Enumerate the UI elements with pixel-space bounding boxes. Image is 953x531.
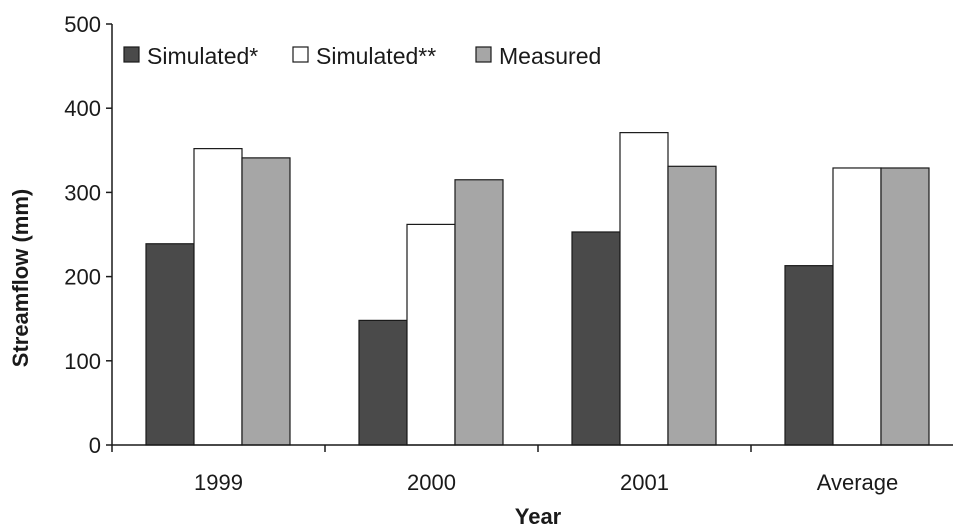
bar-2-2001 [619, 132, 669, 446]
y-tick-label: 100 [64, 349, 101, 374]
legend: Simulated* Simulated** Measured [123, 43, 601, 69]
bar-1-2001 [571, 231, 621, 446]
legend-swatch [475, 46, 492, 63]
y-tick-label: 0 [89, 433, 101, 458]
bars-group [145, 132, 930, 446]
bar-2-2000 [406, 223, 456, 446]
y-ticks-group: 0 100 200 300 400 500 [64, 12, 112, 458]
bar-3-1999 [241, 157, 291, 446]
bar-2-1999 [193, 148, 243, 446]
x-ticks-group: 1999 2000 2001 Average [111, 445, 899, 495]
bar-3-2001 [667, 165, 717, 446]
legend-swatch [292, 46, 309, 63]
y-tick-label: 200 [64, 265, 101, 290]
bar-1-1999 [145, 243, 195, 446]
y-axis-title: Streamflow (mm) [8, 189, 33, 367]
bar-2-average [832, 167, 882, 446]
y-tick-label: 400 [64, 96, 101, 121]
y-tick-label: 300 [64, 180, 101, 205]
x-axis-title: Year [515, 504, 562, 529]
bar-1-2000 [358, 319, 408, 446]
bar-3-2000 [454, 179, 504, 446]
x-tick-label: 2000 [407, 470, 456, 495]
legend-swatch [123, 46, 140, 63]
legend-label: Simulated** [316, 43, 436, 69]
legend-label: Simulated* [147, 43, 258, 69]
x-tick-label: 2001 [620, 470, 669, 495]
x-tick-label: Average [817, 470, 899, 495]
y-tick-label: 500 [64, 12, 101, 37]
bar-1-average [784, 265, 834, 446]
x-tick-label: 1999 [194, 470, 243, 495]
legend-label: Measured [499, 43, 601, 69]
bar-3-average [880, 167, 930, 446]
